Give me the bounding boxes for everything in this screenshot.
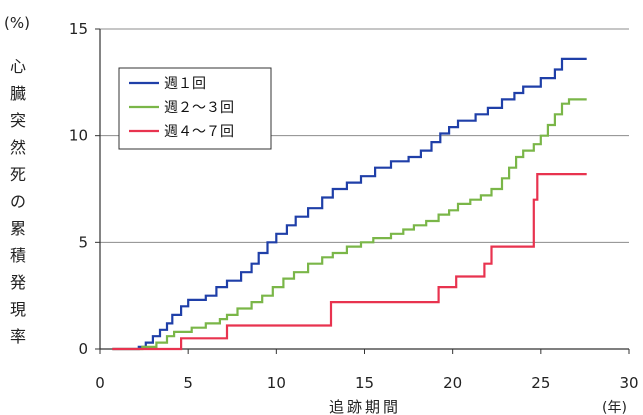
x-tick-label: 25	[531, 374, 550, 392]
series-line-2	[112, 98, 587, 351]
legend-box	[118, 67, 272, 150]
series-line-3	[112, 173, 587, 351]
legend-label-3: 週４〜７回	[164, 124, 234, 140]
y-axis-label-char: 率	[10, 327, 26, 346]
y-axis-label-char: 累	[10, 219, 26, 238]
y-axis-label-char: 突	[10, 111, 26, 130]
y-axis-label-char: 死	[10, 165, 26, 184]
x-axis-label: 追跡期間	[329, 398, 401, 415]
x-tick-label: 20	[443, 374, 462, 392]
x-tick-label: 15	[355, 374, 374, 392]
x-axis-unit: (年)	[602, 400, 627, 415]
y-axis-label-char: 心	[10, 57, 26, 76]
y-axis-unit: (%)	[4, 14, 30, 32]
y-axis-label-char: の	[10, 192, 26, 211]
x-tick-label: 10	[267, 374, 286, 392]
y-axis-label-char: 積	[10, 246, 26, 265]
legend-label-1: 週１回	[164, 76, 206, 92]
x-tick-label: 30	[619, 374, 638, 392]
y-tick-label: 10	[69, 127, 88, 145]
x-tick-label: 0	[95, 374, 105, 392]
y-tick-label: 15	[69, 20, 88, 38]
series-line-1	[112, 57, 587, 351]
legend-label-2: 週２〜３回	[164, 100, 234, 116]
tick-labels: 0 5 10 15 0 5 10 15 20 25 30	[69, 20, 639, 392]
y-axis-label-char: 臓	[10, 84, 26, 103]
y-axis-label-char: 現	[10, 300, 26, 319]
y-axis-label-char: 然	[10, 138, 26, 157]
axes-layer	[95, 28, 630, 354]
series-layer	[112, 57, 587, 351]
y-tick-label: 5	[78, 233, 88, 251]
y-tick-label: 0	[78, 340, 88, 358]
y-axis-label-char: 発	[10, 273, 26, 292]
x-tick-label: 5	[183, 374, 193, 392]
